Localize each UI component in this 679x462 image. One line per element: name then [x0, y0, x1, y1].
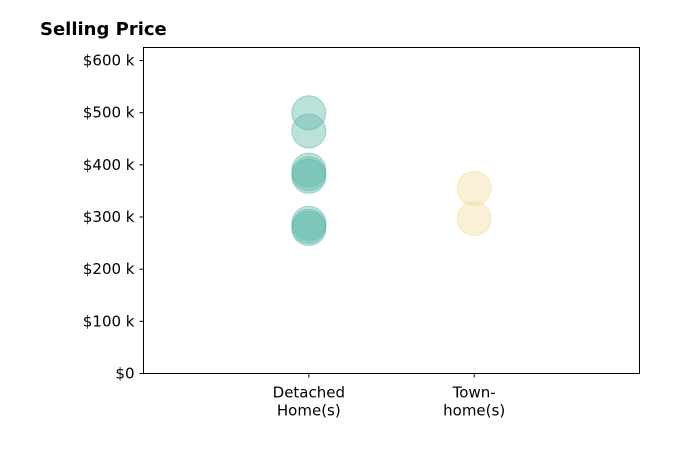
- y-tick-label: $300 k: [83, 208, 135, 226]
- y-tick-label: $400 k: [83, 156, 135, 174]
- scatter-point: [291, 95, 327, 131]
- data-points: [291, 95, 492, 246]
- y-axis: $0 $100 k $200 k $300 k $400 k $500 k $600 k: [83, 52, 144, 383]
- y-tick-label: $0: [115, 365, 134, 383]
- x-tick-label: Town-home(s): [443, 384, 505, 420]
- chart-title: Selling Price: [40, 19, 167, 40]
- y-tick-label: $600 k: [83, 52, 135, 70]
- y-tick-label: $500 k: [83, 104, 135, 122]
- scatter-point: [456, 170, 492, 206]
- scatter-point: [291, 210, 327, 246]
- x-axis: Detached Home(s) Town-home(s): [273, 373, 505, 420]
- scatter-point: [456, 201, 492, 237]
- y-tick-label: $100 k: [83, 312, 135, 330]
- scatter-point: [291, 158, 327, 194]
- y-tick-label: $200 k: [83, 260, 135, 278]
- x-tick-label: Detached Home(s): [273, 384, 345, 420]
- scatter-point: [291, 113, 327, 149]
- plot-frame: [143, 47, 640, 374]
